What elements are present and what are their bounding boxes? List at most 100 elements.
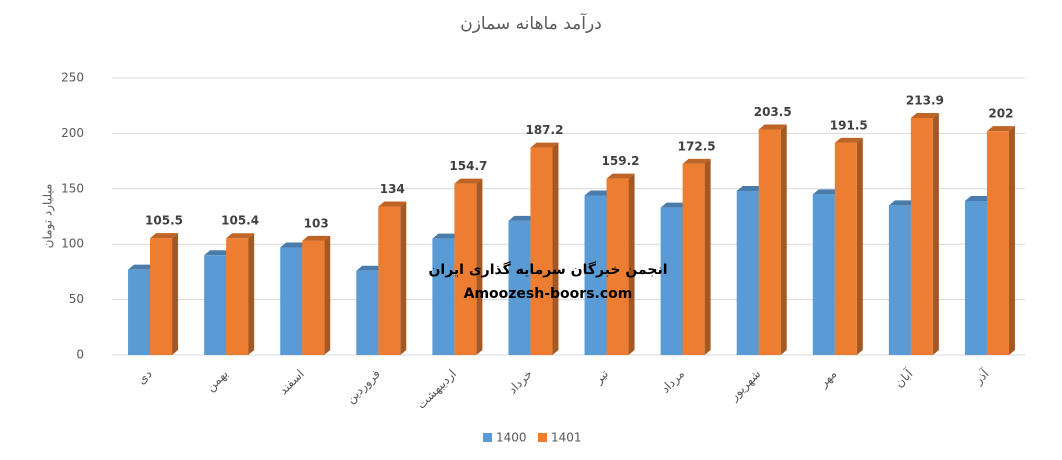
bar <box>834 137 863 355</box>
bar-front <box>204 255 227 355</box>
bar <box>530 142 559 355</box>
bar <box>758 124 787 355</box>
bar-top <box>682 158 711 164</box>
x-tick-label: اردیبهشت <box>414 367 460 413</box>
value-label: 172.5 <box>678 139 716 153</box>
x-tick-label: مرداد <box>658 367 688 397</box>
bar <box>378 201 407 355</box>
bar-top <box>986 126 1015 132</box>
x-tick-label: مهر <box>816 367 840 391</box>
bar-top <box>128 264 157 270</box>
bar-top <box>302 235 331 241</box>
bar-front <box>682 163 705 355</box>
x-tick-label: دی <box>134 367 154 387</box>
bar-side <box>1008 126 1015 356</box>
bar-top <box>432 233 461 239</box>
bar-side <box>704 158 711 355</box>
watermark: Amoozesh-boors.com <box>464 286 633 302</box>
bar-side <box>552 142 559 355</box>
bar-front <box>736 191 759 355</box>
bar-side <box>856 137 863 355</box>
bar-side <box>172 233 179 355</box>
bar-top <box>758 124 787 130</box>
bar-front <box>530 147 553 355</box>
bar-front <box>834 142 857 355</box>
value-label: 213.9 <box>906 93 944 107</box>
chart-title: درآمد ماهانه سمازن <box>460 12 602 34</box>
bar-top <box>530 142 559 148</box>
x-tick-label: بهمن <box>203 367 231 395</box>
bar-front <box>606 178 629 355</box>
value-label: 105.5 <box>145 214 183 228</box>
bar-side <box>248 233 255 355</box>
value-label: 203.5 <box>754 105 792 119</box>
bar-front <box>432 238 455 355</box>
x-tick-label: خرداد <box>505 367 535 397</box>
value-label: 105.4 <box>221 214 259 228</box>
bar-top <box>204 250 233 256</box>
bar-top <box>964 195 993 201</box>
bar-side <box>932 112 939 355</box>
bar-side <box>780 124 787 355</box>
bar <box>226 233 255 355</box>
bar-top <box>910 112 939 118</box>
x-tick-label: آذر <box>970 366 993 389</box>
x-tick-label: اسفند <box>276 367 307 398</box>
bar-front <box>584 195 607 355</box>
bar-top <box>356 265 385 271</box>
y-tick-label: 0 <box>76 348 84 362</box>
bar <box>986 126 1015 356</box>
bar-top <box>584 190 613 196</box>
value-label: 159.2 <box>602 154 640 168</box>
bar-side <box>628 173 635 355</box>
bar-front <box>508 220 531 355</box>
bar-top <box>378 201 407 207</box>
legend-swatch <box>483 433 492 442</box>
x-tick-label: آبان <box>891 366 916 391</box>
y-tick-label: 250 <box>61 71 84 85</box>
value-label: 154.7 <box>449 159 487 173</box>
bar-top <box>508 215 537 221</box>
bar-top <box>606 173 635 179</box>
bar-front <box>356 270 379 355</box>
x-tick-label: فروردین <box>343 367 383 407</box>
bar-top <box>150 233 179 239</box>
bar-top <box>454 178 483 184</box>
bar-top <box>834 137 863 143</box>
bar-front <box>302 240 325 355</box>
value-label: 202 <box>988 107 1013 121</box>
bar-top <box>280 242 309 248</box>
watermark: انجمن خبرگان سرمایه گذاری ایران <box>428 261 667 278</box>
bar-front <box>378 206 401 355</box>
bar-front <box>226 238 249 355</box>
bar-top <box>660 202 689 208</box>
bar-front <box>128 269 151 355</box>
bar-top <box>888 200 917 206</box>
legend-swatch <box>538 433 547 442</box>
x-tick-label: تیر <box>591 367 612 388</box>
legend-label: 1401 <box>551 431 582 445</box>
y-axis-label: میلیارد تومان <box>41 184 56 249</box>
bar <box>682 158 711 355</box>
value-label: 103 <box>304 216 329 230</box>
bar-front <box>986 131 1009 355</box>
y-tick-label: 50 <box>69 292 84 306</box>
bar-top <box>736 186 765 192</box>
value-label: 187.2 <box>525 123 563 137</box>
y-tick-label: 100 <box>61 237 84 251</box>
legend-label: 1400 <box>496 431 527 445</box>
bar-top <box>226 233 255 239</box>
bar-top <box>812 189 841 195</box>
bar-front <box>964 200 987 355</box>
bar-side <box>476 178 483 355</box>
bar <box>150 233 179 355</box>
bar-front <box>660 207 683 355</box>
value-label: 191.5 <box>830 118 868 132</box>
bar <box>454 178 483 355</box>
value-label: 134 <box>380 182 405 196</box>
bar-side <box>324 235 331 355</box>
bar <box>910 112 939 355</box>
bar-front <box>910 117 933 355</box>
y-tick-label: 150 <box>61 181 84 195</box>
bar <box>302 235 331 355</box>
